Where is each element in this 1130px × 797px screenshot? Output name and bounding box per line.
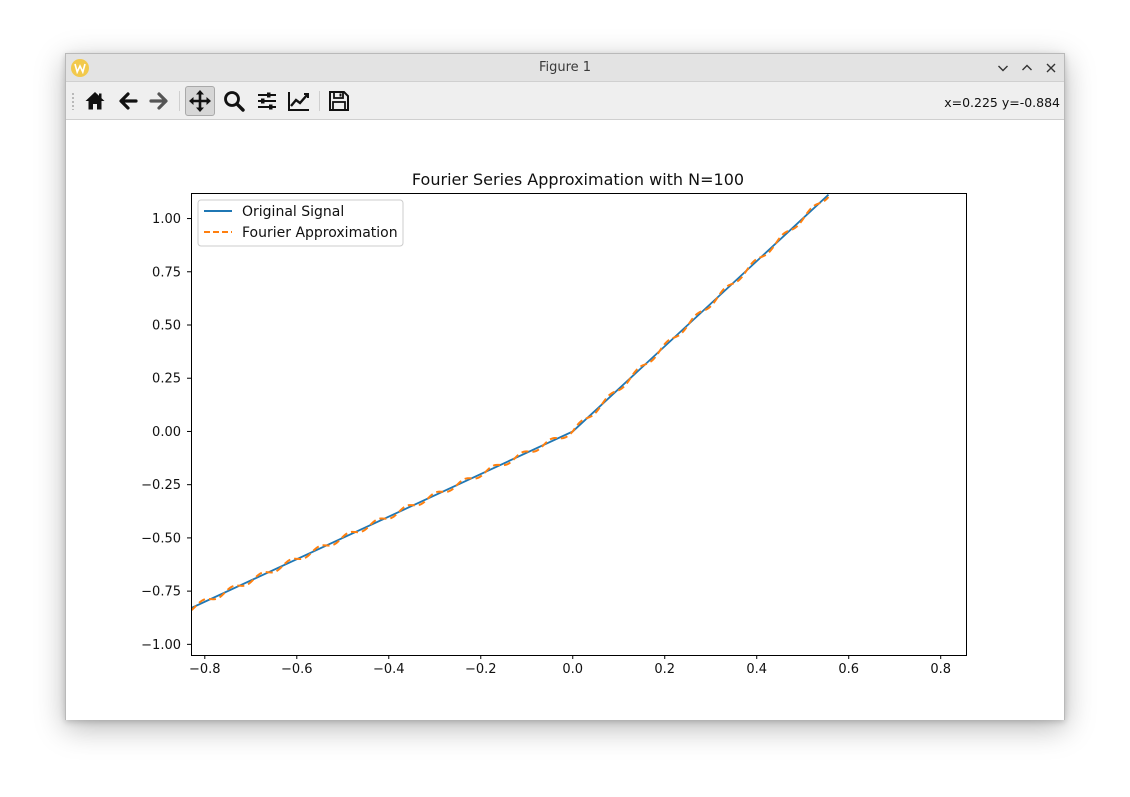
x-tick-label: −0.8: [189, 662, 221, 677]
x-tick-label: −0.4: [373, 662, 405, 677]
x-tick-label: 0.0: [562, 662, 583, 677]
x-tick-label: 0.2: [654, 662, 675, 677]
toolbar-separator: [319, 91, 320, 111]
line-chart-icon: [288, 92, 309, 111]
chevron-down-icon: [998, 65, 1008, 72]
move-icon: [189, 90, 211, 112]
plot-lines: [191, 194, 830, 612]
x-tick-label: −0.2: [465, 662, 497, 677]
x-axis: −0.8 −0.6 −0.4 −0.2 0.0 0.2 0.4 0.6 0.8: [189, 655, 951, 677]
cursor-coordinates: x=0.225 y=-0.884: [944, 95, 1060, 110]
customize-button[interactable]: [284, 86, 314, 116]
navigation-toolbar: x=0.225 y=-0.884: [66, 82, 1064, 120]
subplots-button[interactable]: [252, 86, 282, 116]
series-line-fourier: [191, 196, 830, 612]
close-icon: [1046, 63, 1056, 73]
y-tick-label: −0.75: [141, 585, 181, 600]
home-icon: [85, 92, 105, 110]
save-button[interactable]: [324, 86, 354, 116]
toolbar-grip[interactable]: [71, 92, 75, 110]
forward-button[interactable]: [144, 86, 174, 116]
home-button[interactable]: [80, 86, 110, 116]
pan-button[interactable]: [185, 86, 215, 116]
floppy-disk-icon: [329, 91, 349, 111]
legend-label-fourier: Fourier Approximation: [242, 225, 398, 241]
y-tick-label: 0.25: [152, 372, 181, 387]
legend-label-original: Original Signal: [242, 204, 344, 220]
minimize-button[interactable]: [993, 58, 1013, 78]
close-button[interactable]: [1041, 58, 1061, 78]
chart-title: Fourier Series Approximation with N=100: [412, 170, 744, 189]
figure-canvas[interactable]: Fourier Series Approximation with N=100 …: [66, 120, 1064, 720]
window-title: Figure 1: [538, 60, 592, 75]
magnifier-icon: [224, 91, 245, 112]
chart-svg[interactable]: Fourier Series Approximation with N=100 …: [66, 120, 1064, 720]
title-bar: Figure 1: [66, 54, 1064, 82]
legend-box: [197, 199, 404, 247]
chevron-up-icon: [1022, 64, 1032, 71]
zoom-button[interactable]: [219, 86, 249, 116]
x-tick-label: −0.6: [281, 662, 313, 677]
arrow-right-icon: [149, 92, 168, 110]
arrow-left-icon: [119, 92, 138, 110]
back-button[interactable]: [113, 86, 143, 116]
y-tick-label: 0.00: [152, 425, 181, 440]
toolbar-separator: [179, 91, 180, 111]
app-logo-icon: [71, 59, 89, 77]
x-tick-label: 0.6: [838, 662, 859, 677]
y-tick-label: −0.25: [141, 478, 181, 493]
plot-frame: [191, 193, 967, 656]
sliders-icon: [258, 92, 276, 110]
y-tick-label: −1.00: [141, 638, 181, 653]
y-tick-label: 0.50: [152, 319, 181, 334]
legend: Original Signal Fourier Approximation: [197, 199, 404, 247]
x-tick-label: 0.8: [930, 662, 951, 677]
maximize-button[interactable]: [1017, 58, 1037, 78]
y-tick-label: 0.75: [152, 265, 181, 280]
y-axis: −1.00 −0.75 −0.50 −0.25 0.00 0.25 0.50 0.75 1.00: [141, 212, 191, 653]
figure-window: Figure 1: [65, 53, 1065, 720]
y-tick-label: −0.50: [141, 531, 181, 546]
y-tick-label: 1.00: [152, 212, 181, 227]
x-tick-label: 0.4: [746, 662, 767, 677]
series-line-original: [191, 194, 830, 609]
